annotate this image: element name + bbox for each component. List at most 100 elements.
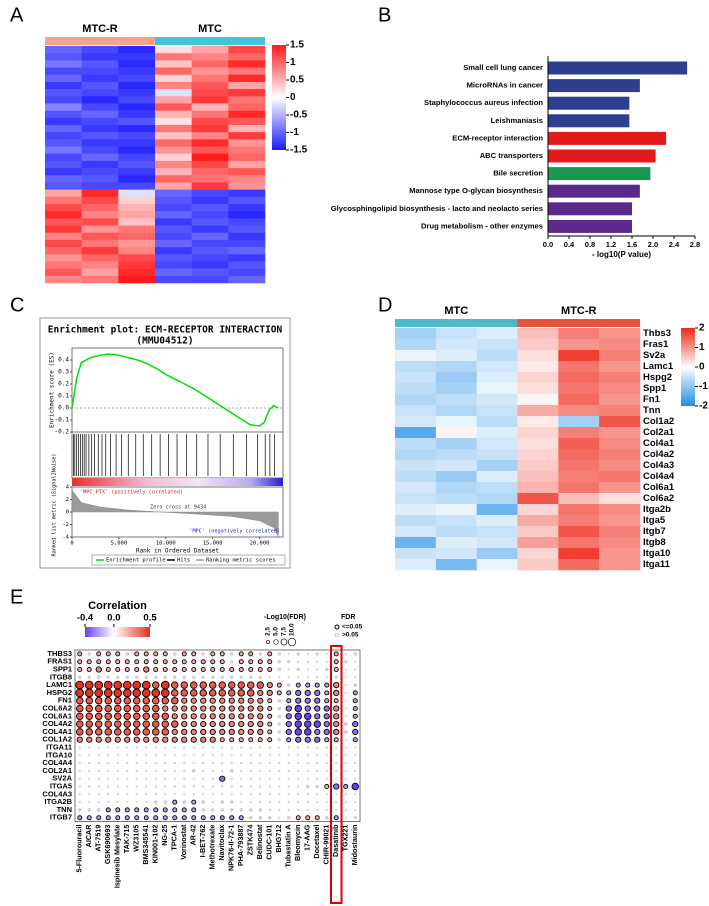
dot xyxy=(135,785,138,788)
dot xyxy=(200,720,207,728)
dot xyxy=(78,777,81,780)
column-label: AR-42 xyxy=(189,825,198,846)
heat-cell xyxy=(228,182,266,190)
dot xyxy=(240,746,243,749)
dot xyxy=(162,705,169,712)
heat-cell xyxy=(45,81,82,90)
dot xyxy=(171,681,179,689)
fdr-legend-dot xyxy=(334,632,340,638)
heat-cell xyxy=(45,254,82,262)
dot xyxy=(126,769,129,772)
dot xyxy=(116,675,120,679)
column-label: Vorinostat xyxy=(179,824,188,860)
dot xyxy=(125,675,129,679)
dot xyxy=(352,690,358,696)
heat-cell xyxy=(228,132,266,140)
dot xyxy=(316,769,319,772)
row-label: Fras1 xyxy=(643,339,669,350)
dot xyxy=(95,736,102,743)
dot xyxy=(75,680,85,690)
heat-cell xyxy=(558,405,600,417)
size-legend-dot xyxy=(287,637,297,647)
dot xyxy=(105,659,111,665)
es-frame xyxy=(71,347,284,433)
dot xyxy=(323,720,330,728)
dot xyxy=(173,652,177,656)
dot xyxy=(220,800,224,804)
heat-cell xyxy=(81,239,119,248)
heat-cell xyxy=(45,218,82,226)
dot xyxy=(354,777,357,780)
dot xyxy=(297,777,300,780)
dot xyxy=(173,769,176,772)
dot xyxy=(181,713,188,720)
dot xyxy=(162,815,168,821)
dot xyxy=(192,675,196,679)
heat-cell xyxy=(45,103,82,111)
dot xyxy=(344,707,347,710)
dot xyxy=(221,754,224,757)
dot xyxy=(240,754,243,757)
heat-cell xyxy=(155,160,192,169)
dot xyxy=(161,720,169,728)
heat-cell xyxy=(228,117,266,126)
heat-cell xyxy=(45,117,82,126)
dot xyxy=(354,808,357,811)
dot xyxy=(325,676,328,679)
dot xyxy=(88,801,91,804)
heat-cell xyxy=(45,232,82,241)
dot xyxy=(297,785,300,788)
heat-cell xyxy=(45,110,82,119)
grid-frame xyxy=(74,649,361,823)
dot xyxy=(164,785,167,788)
dot xyxy=(249,675,253,679)
dot xyxy=(220,675,224,679)
dot xyxy=(315,784,319,789)
dot xyxy=(287,801,290,804)
dot xyxy=(287,816,291,820)
dot xyxy=(106,675,110,679)
dot xyxy=(277,714,281,718)
dot xyxy=(192,769,196,773)
dot xyxy=(267,721,273,727)
heat-cell xyxy=(45,46,82,54)
dot xyxy=(84,680,94,690)
column-label: 17-AAG xyxy=(303,824,312,851)
column-label: Docetaxel xyxy=(312,825,321,859)
dot xyxy=(267,706,273,711)
heat-cell xyxy=(191,117,229,126)
dot xyxy=(202,754,205,757)
dot xyxy=(183,754,186,757)
colorbar-tick-label: -1 xyxy=(699,381,708,392)
dot xyxy=(240,793,243,796)
heat-cell xyxy=(81,225,119,234)
dot xyxy=(124,736,131,743)
dot xyxy=(295,682,301,688)
heat-cell xyxy=(558,559,600,571)
dot xyxy=(249,816,253,820)
heat-cell xyxy=(599,405,641,417)
heat-cell xyxy=(228,261,266,269)
dot xyxy=(160,680,170,690)
dot xyxy=(134,815,140,821)
dot xyxy=(249,754,252,757)
dot xyxy=(249,762,252,765)
dot xyxy=(219,737,225,743)
heat-cell xyxy=(517,493,559,505)
dot xyxy=(97,777,100,780)
heat-cell xyxy=(155,182,192,190)
bar xyxy=(548,79,640,93)
dot xyxy=(104,728,112,736)
dot xyxy=(180,681,188,689)
dot xyxy=(230,808,234,812)
dot xyxy=(113,688,123,698)
heat-cell xyxy=(395,482,437,494)
dot xyxy=(333,689,340,697)
heat-cell xyxy=(599,449,641,461)
dot xyxy=(116,769,119,772)
dot xyxy=(78,754,81,757)
chart-subtitle: (MMU04512) xyxy=(136,336,193,347)
heat-cell xyxy=(228,275,266,284)
heat-cell xyxy=(395,394,437,406)
dot xyxy=(325,746,328,749)
